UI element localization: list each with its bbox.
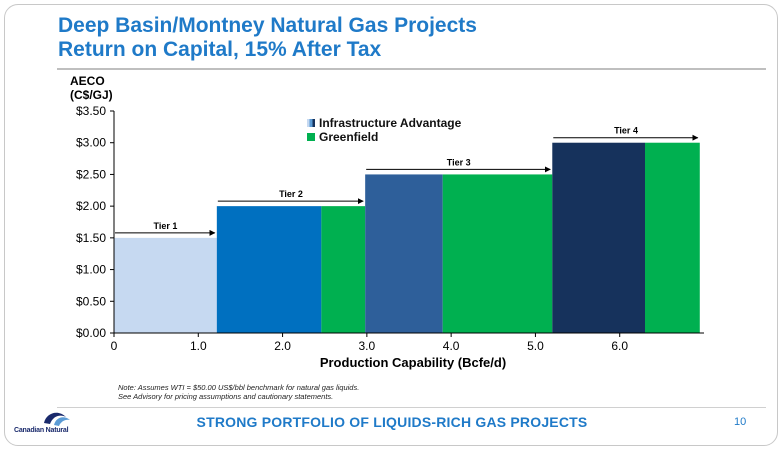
footnote: Note: Assumes WTI = $50.00 US$/bbl bench…: [118, 383, 359, 401]
bar-4: [442, 174, 553, 333]
footnote-line-2: See Advisory for pricing assumptions and…: [118, 392, 334, 401]
x-tick-label-1: 1.0: [190, 339, 207, 353]
title-line-2: Return on Capital, 15% After Tax: [58, 38, 382, 61]
bar-5: [552, 142, 645, 333]
tier-label-4: Tier 4: [614, 126, 638, 136]
x-tick-label-4: 4.0: [443, 339, 460, 353]
x-tick-label-2: 2.0: [274, 339, 291, 353]
y-tick-label-4: $2.00: [76, 199, 106, 213]
x-tick-label-5: 5.0: [527, 339, 544, 353]
legend-swatch-infrastructure: [307, 119, 315, 127]
bar-1: [216, 206, 322, 333]
company-logo: [44, 412, 70, 426]
footnote-line-1: Note: Assumes WTI = $50.00 US$/bbl bench…: [118, 383, 360, 392]
y-tick-label-1: $0.50: [76, 294, 106, 308]
x-tick-label-0: 0: [111, 339, 118, 353]
x-tick-label-3: 3.0: [359, 339, 376, 353]
y-axis-label: AECO (C$/GJ): [70, 74, 113, 102]
page-number: 10: [734, 416, 747, 428]
legend: Infrastructure Advantage Greenfield: [307, 116, 461, 144]
title-divider: [57, 68, 766, 70]
y-axis-label-line-2: (C$/GJ): [70, 88, 113, 102]
slide-title: Deep Basin/Montney Natural Gas Projects …: [58, 14, 477, 62]
legend-label-infrastructure: Infrastructure Advantage: [319, 116, 462, 130]
tier-label-1: Tier 1: [153, 221, 177, 231]
x-tick-label-6: 6.0: [611, 339, 628, 353]
footer-divider: [57, 407, 766, 408]
logo-text: Canadian Natural: [14, 427, 69, 434]
bar-0: [114, 237, 217, 333]
y-tick-label-5: $2.50: [76, 167, 106, 181]
y-tick-label-2: $1.00: [76, 263, 106, 277]
x-axis-label: Production Capability (Bcfe/d): [320, 355, 506, 370]
tier-label-3: Tier 3: [447, 157, 471, 167]
y-tick-label-0: $0.00: [76, 326, 106, 340]
bar-2: [321, 206, 366, 333]
bar-6: [645, 142, 700, 333]
y-tick-label-6: $3.00: [76, 136, 106, 150]
y-tick-label-3: $1.50: [76, 231, 106, 245]
y-axis-label-line-1: AECO: [70, 74, 105, 88]
legend-item-greenfield: Greenfield: [307, 130, 461, 144]
legend-item-infrastructure: Infrastructure Advantage: [307, 116, 461, 130]
tier-label-2: Tier 2: [279, 189, 303, 199]
y-tick-label-7: $3.50: [76, 104, 106, 118]
legend-swatch-greenfield: [307, 133, 315, 141]
footer-title: STRONG PORTFOLIO OF LIQUIDS-RICH GAS PRO…: [196, 414, 588, 430]
bar-3: [365, 174, 443, 333]
legend-label-greenfield: Greenfield: [319, 130, 379, 144]
title-line-1: Deep Basin/Montney Natural Gas Projects: [58, 14, 477, 37]
